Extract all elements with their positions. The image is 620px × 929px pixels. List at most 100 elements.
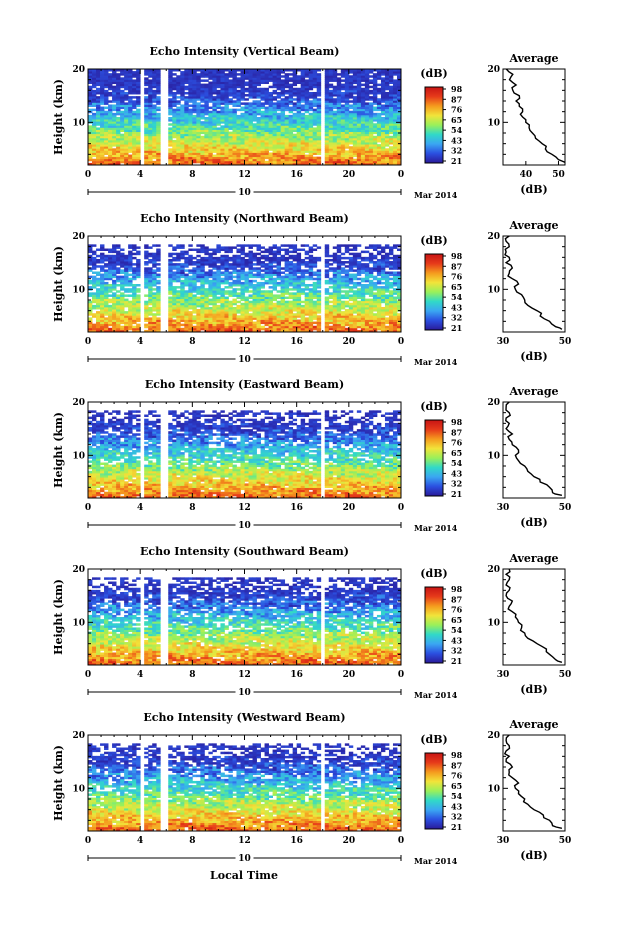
colorbar-tick-label: 21 (451, 156, 462, 166)
x-tick-label: 8 (189, 836, 195, 846)
profile-line (504, 235, 563, 330)
colorbar-tick-label: 65 (451, 448, 462, 458)
date-label: Mar 2014 (414, 856, 458, 866)
profile-x-tick-label: 50 (559, 503, 572, 513)
profile-frame (502, 235, 566, 333)
colorbar-tick-label: 98 (451, 251, 463, 261)
colorbar-tick-label: 65 (451, 282, 462, 292)
profile-y-tick-label: 20 (487, 731, 500, 741)
colorbar-tick-label: 54 (451, 458, 463, 468)
profile-x-tick-label: 30 (497, 670, 510, 680)
colorbar-tick-label: 76 (451, 438, 463, 448)
date-day-label: 10 (238, 521, 251, 531)
x-tick-label: 12 (238, 503, 251, 513)
colorbar-tick-label: 21 (451, 323, 462, 333)
colorbar-tick-label: 21 (451, 656, 462, 666)
panel-title: Echo Intensity (Vertical Beam) (149, 45, 339, 58)
x-tick-label: 4 (137, 337, 143, 347)
profile-x-label: (dB) (520, 683, 547, 696)
x-tick-label: 20 (343, 337, 356, 347)
colorbar-tick-label: 87 (451, 594, 462, 604)
colorbar-tick-label: 87 (451, 94, 462, 104)
heatmap-cells (88, 743, 402, 832)
date-day-label: 10 (238, 188, 251, 198)
x-tick-label: 0 (85, 503, 91, 513)
colorbar-unit: (dB) (420, 234, 447, 247)
date-label: Mar 2014 (414, 357, 458, 367)
x-tick-label: 8 (189, 503, 195, 513)
x-tick-label: 0 (85, 670, 91, 680)
profile-title: Average (508, 52, 558, 65)
profile-y-tick-label: 20 (487, 65, 500, 75)
y-axis-label: Height (km) (52, 412, 65, 488)
colorbar-tick-label: 43 (451, 801, 463, 811)
profile-title: Average (508, 718, 558, 731)
panel-title: Echo Intensity (Northward Beam) (140, 212, 349, 225)
x-tick-label: 16 (290, 170, 303, 180)
colorbar-tick-label: 76 (451, 605, 463, 615)
profile-y-tick-label: 20 (487, 232, 500, 242)
colorbar-tick-label: 98 (451, 750, 463, 760)
y-axis-label: Height (km) (52, 246, 65, 322)
date-day-label: 10 (238, 854, 251, 864)
x-tick-label: 0 (398, 670, 404, 680)
profile-x-label: (dB) (520, 350, 547, 363)
x-tick-label: 4 (137, 836, 143, 846)
x-tick-label: 16 (290, 337, 303, 347)
profile-x-tick-label: 50 (559, 337, 572, 347)
y-tick-label: 20 (72, 65, 85, 75)
y-axis-label: Height (km) (52, 79, 65, 155)
y-tick-label: 10 (72, 285, 85, 295)
y-tick-label: 10 (72, 618, 85, 628)
y-tick-label: 20 (72, 731, 85, 741)
y-axis-label: Height (km) (52, 745, 65, 821)
profile-x-tick-label: 30 (497, 337, 510, 347)
beam-panel-2: Echo Intensity (Eastward Beam) Height (km… (52, 378, 571, 533)
colorbar-unit: (dB) (420, 67, 447, 80)
heatmap-cells (88, 244, 402, 333)
colorbar-tick-label: 43 (451, 135, 463, 145)
profile-x-label: (dB) (520, 183, 547, 196)
y-tick-label: 20 (72, 398, 85, 408)
x-tick-label: 0 (85, 836, 91, 846)
profile-y-tick-label: 10 (487, 618, 500, 628)
profile-title: Average (508, 219, 558, 232)
colorbar-tick-label: 43 (451, 468, 463, 478)
colorbar-tick-label: 76 (451, 272, 463, 282)
x-tick-label: 8 (189, 670, 195, 680)
x-tick-label: 12 (238, 836, 251, 846)
profile-y-tick-label: 10 (487, 451, 500, 461)
beam-panel-4: Echo Intensity (Westward Beam) Height (km… (52, 711, 571, 866)
colorbar-tick-label: 32 (451, 812, 462, 822)
profile-line (505, 401, 563, 496)
colorbar-tick-label: 65 (451, 115, 462, 125)
colorbar-tick-label: 98 (451, 417, 463, 427)
date-label: Mar 2014 (414, 690, 458, 700)
date-day-label: 10 (238, 355, 251, 365)
y-tick-label: 10 (72, 784, 85, 794)
y-tick-label: 20 (72, 232, 85, 242)
profile-frame (502, 734, 566, 832)
x-tick-label: 12 (238, 670, 251, 680)
date-day-label: 10 (238, 688, 251, 698)
colorbar-tick-label: 65 (451, 781, 462, 791)
x-tick-label: 20 (343, 170, 356, 180)
profile-y-tick-label: 20 (487, 398, 500, 408)
colorbar-unit: (dB) (420, 400, 447, 413)
beam-panel-1: Echo Intensity (Northward Beam) Height (k… (52, 212, 571, 367)
date-label: Mar 2014 (414, 523, 458, 533)
heatmap-cells (88, 69, 402, 166)
profile-x-tick-label: 50 (552, 170, 565, 180)
colorbar-tick-label: 87 (451, 261, 462, 271)
colorbar-tick-label: 54 (451, 625, 463, 635)
profile-title: Average (508, 385, 558, 398)
colorbar-tick-label: 32 (451, 313, 462, 323)
colorbar-tick-label: 43 (451, 302, 463, 312)
y-tick-label: 20 (72, 565, 85, 575)
profile-title: Average (508, 552, 558, 565)
profile-line (504, 568, 563, 663)
x-tick-label: 0 (398, 170, 404, 180)
x-tick-label: 16 (290, 670, 303, 680)
colorbar-tick-label: 32 (451, 146, 462, 156)
